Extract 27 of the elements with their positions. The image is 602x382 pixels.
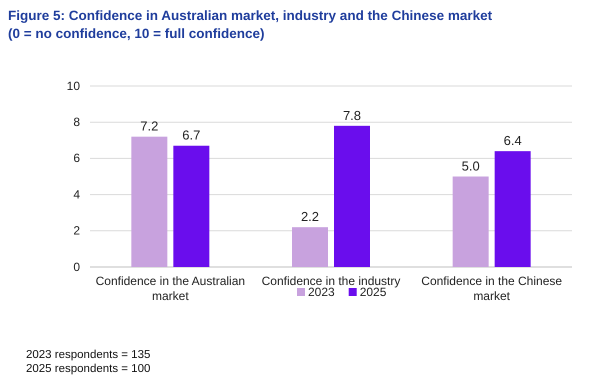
y-tick-label: 6 [73, 151, 80, 166]
y-tick-label: 2 [73, 224, 80, 238]
text: 6.7 [182, 128, 200, 143]
text: 7.2 [140, 118, 158, 134]
y-tick-label: 10 [66, 78, 80, 93]
bar [292, 227, 328, 267]
text: 6.4 [504, 133, 522, 148]
bar [334, 126, 370, 267]
legend-label: 2023 [308, 285, 336, 299]
text: 2023 respondents = 135 [26, 349, 150, 361]
y-tick-label: 4 [73, 187, 80, 202]
x-tick-label: Confidence in the Chinese market [421, 274, 562, 303]
bar [131, 136, 168, 267]
bar [494, 151, 531, 267]
bar [173, 146, 210, 267]
bar [452, 176, 489, 267]
x-tick-label: Confidence in the industry [262, 274, 400, 288]
y-tick-label: 8 [73, 115, 80, 130]
text: 2.2 [300, 209, 320, 224]
text: 7.8 [342, 108, 362, 123]
y-tick-label: 0 [73, 260, 80, 274]
chart-title: Figure 5: Confidence in Australian market, industry and the Chinese market [8, 8, 493, 23]
text: 5.0 [462, 158, 480, 174]
text: 2025 respondents = 100 [26, 363, 150, 375]
legend-label: 2025 [360, 285, 387, 299]
chart-subtitle: (0 = no confidence, 10 = full confidence) [8, 26, 265, 41]
x-tick-label: Confidence in the Australian market [96, 274, 246, 303]
